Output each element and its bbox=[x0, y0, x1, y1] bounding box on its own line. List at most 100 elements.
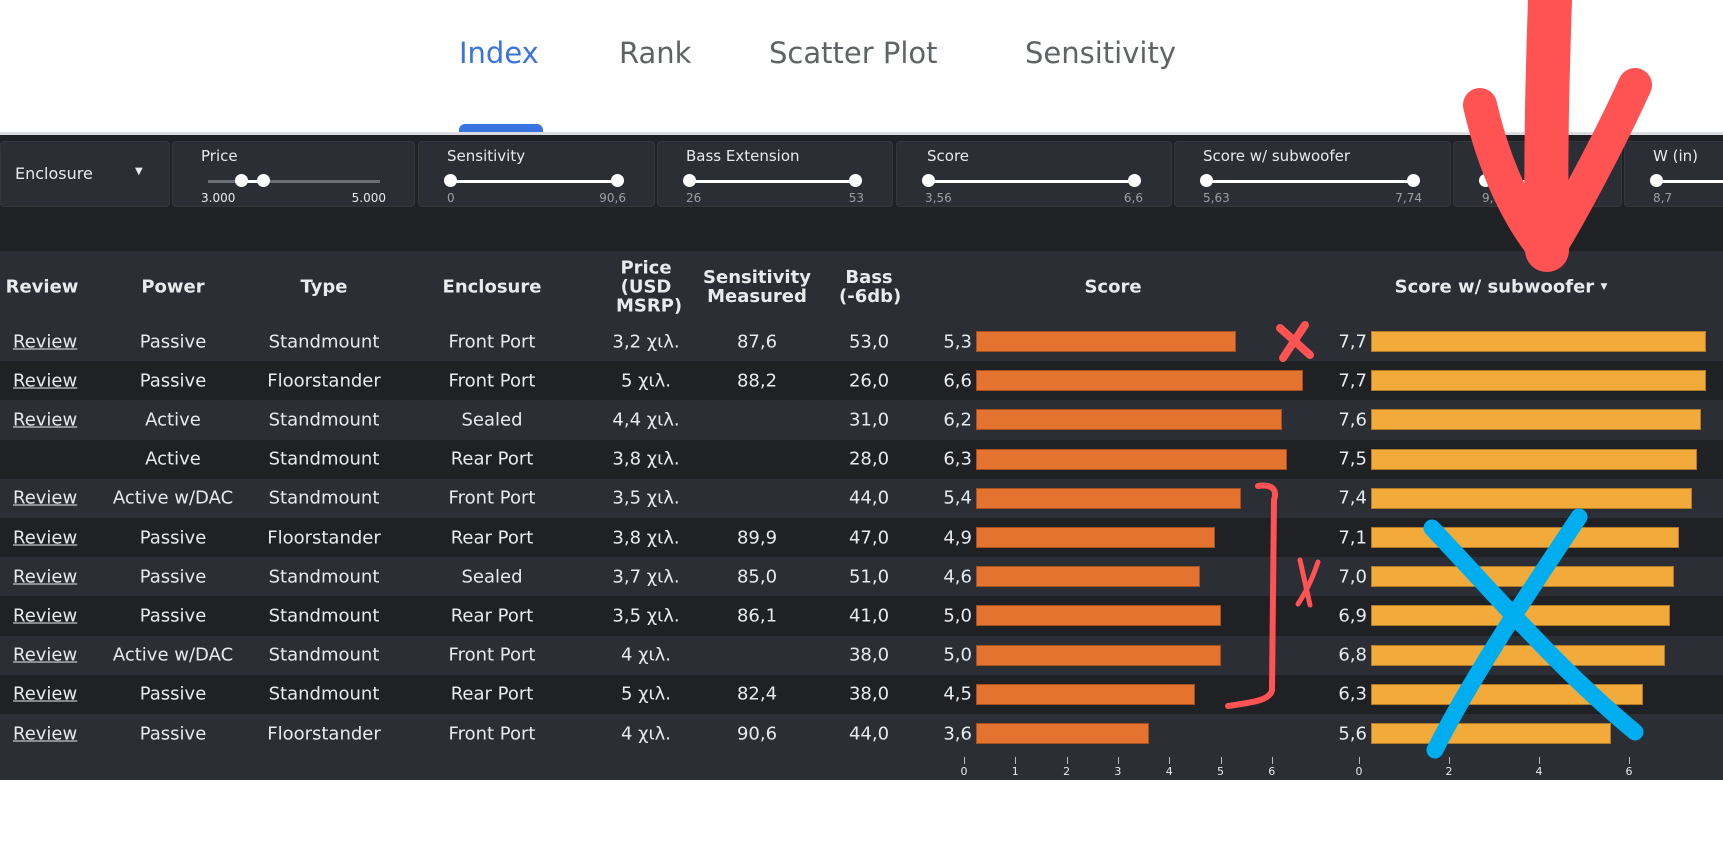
review-link[interactable]: Review bbox=[13, 723, 78, 745]
active-tab-indicator bbox=[459, 124, 543, 134]
w-slider-low-thumb[interactable] bbox=[1650, 174, 1663, 187]
sensitivity-slider-low-thumb[interactable] bbox=[444, 174, 457, 187]
bass-slider-low-thumb[interactable] bbox=[683, 174, 696, 187]
cell-power: Passive bbox=[139, 566, 207, 588]
score-sub-axis-tick bbox=[1359, 757, 1360, 764]
cell-power: Active bbox=[145, 448, 201, 470]
cell-bass: 53,0 bbox=[848, 331, 890, 353]
cell-sensitivity: 86,1 bbox=[736, 605, 778, 627]
score-slider-high-thumb[interactable] bbox=[1128, 174, 1141, 187]
tab-scatter-plot[interactable]: Scatter Plot bbox=[769, 36, 938, 70]
score-sub-value: 7,7 bbox=[1338, 331, 1367, 353]
header-enclosure[interactable]: Enclosure bbox=[442, 276, 542, 298]
cell-sensitivity: 90,6 bbox=[736, 723, 778, 745]
sort-caret-down-icon: ▼ bbox=[1600, 281, 1608, 292]
cell-power: Passive bbox=[139, 331, 207, 353]
score-sub-value: 7,5 bbox=[1338, 448, 1367, 470]
cell-bass: 44,0 bbox=[848, 723, 890, 745]
cell-power: Passive bbox=[139, 683, 207, 705]
cell-enclosure: Front Port bbox=[448, 723, 536, 745]
price-slider-track[interactable] bbox=[208, 180, 380, 183]
score-sub-bar bbox=[1371, 527, 1679, 548]
cell-power: Passive bbox=[139, 527, 207, 549]
table-row: Review Active Standmount Sealed 4,4 χιλ. 31,0… bbox=[0, 400, 1723, 440]
review-link[interactable]: Review bbox=[13, 644, 78, 666]
cell-price: 4,4 χιλ. bbox=[612, 409, 680, 431]
score-bar bbox=[976, 527, 1216, 548]
hidden-slider-low-thumb[interactable] bbox=[1479, 174, 1492, 187]
cell-type: Standmount bbox=[268, 566, 380, 588]
review-link[interactable]: Review bbox=[13, 409, 78, 431]
tab-rank[interactable]: Rank bbox=[619, 36, 692, 70]
cell-power: Active bbox=[145, 409, 201, 431]
w-slider-track[interactable] bbox=[1657, 180, 1723, 183]
header-price[interactable]: Price (USD MSRP) bbox=[616, 257, 683, 317]
score-axis-tick bbox=[1015, 757, 1017, 764]
score-axis-tick bbox=[1066, 757, 1068, 764]
score-slider-track[interactable] bbox=[929, 180, 1135, 183]
review-link[interactable]: Review bbox=[13, 331, 78, 353]
score-sub-value: 7,6 bbox=[1338, 409, 1367, 431]
cell-price: 4 χιλ. bbox=[620, 723, 672, 745]
score-axis-label: 3 bbox=[1114, 765, 1122, 778]
header-type[interactable]: Type bbox=[300, 276, 348, 298]
score-sub-slider-track[interactable] bbox=[1207, 180, 1414, 183]
table-row: Review Passive Floorstander Rear Port 3,8 χι… bbox=[0, 518, 1723, 558]
bass-slider-high-thumb[interactable] bbox=[849, 174, 862, 187]
bass-min: 26 bbox=[686, 191, 702, 205]
hidden-slider-track[interactable] bbox=[1486, 180, 1585, 183]
score-bar bbox=[976, 723, 1149, 744]
price-slider-low-thumb[interactable] bbox=[235, 174, 248, 187]
review-link[interactable]: Review bbox=[13, 487, 78, 509]
tab-index[interactable]: Index bbox=[459, 36, 539, 70]
header-score[interactable]: Score bbox=[1084, 276, 1142, 298]
cell-enclosure: Sealed bbox=[461, 566, 523, 588]
enclosure-filter-dropdown[interactable]: Enclosure ▼ bbox=[0, 141, 170, 207]
score-sub-axis-label: 0 bbox=[1355, 765, 1363, 778]
cell-bass: 38,0 bbox=[848, 644, 890, 666]
header-sensitivity[interactable]: Sensitivity Measured bbox=[703, 267, 811, 307]
score-sub-bar bbox=[1371, 644, 1665, 666]
bass-slider-track[interactable] bbox=[690, 180, 856, 183]
cell-power: Active w/DAC bbox=[112, 487, 234, 509]
review-link[interactable]: Review bbox=[13, 527, 78, 549]
price-slider-high-thumb[interactable] bbox=[257, 174, 270, 187]
score-sub-min: 5,63 bbox=[1203, 191, 1230, 205]
score-sub-bar bbox=[1371, 723, 1611, 744]
score-axis-tick bbox=[1117, 757, 1119, 764]
cell-price: 3,5 χιλ. bbox=[612, 487, 680, 509]
table-row: Review Passive Standmount Front Port 3,2 χιλ… bbox=[0, 322, 1723, 362]
cell-type: Standmount bbox=[268, 644, 380, 666]
w-filter: W (in) 8,7 bbox=[1624, 141, 1723, 207]
review-link[interactable]: Review bbox=[13, 683, 78, 705]
score-axis-label: 6 bbox=[1268, 765, 1276, 778]
score-sub-filter-label: Score w/ subwoofer bbox=[1203, 147, 1351, 165]
score-sub-slider-low-thumb[interactable] bbox=[1200, 174, 1213, 187]
score-sub-axis-label: 4 bbox=[1535, 765, 1543, 778]
cell-enclosure: Rear Port bbox=[450, 683, 534, 705]
cell-price: 3,8 χιλ. bbox=[612, 527, 680, 549]
score-axis-label: 2 bbox=[1063, 765, 1071, 778]
header-power[interactable]: Power bbox=[141, 276, 205, 298]
score-axis-label: 5 bbox=[1217, 765, 1224, 778]
score-sub-axis-label: 2 bbox=[1445, 765, 1453, 778]
bass-filter-label: Bass Extension bbox=[686, 147, 800, 165]
tab-sensitivity[interactable]: Sensitivity bbox=[1025, 36, 1176, 70]
header-bass[interactable]: Bass (-6db) bbox=[839, 267, 902, 307]
cell-bass: 44,0 bbox=[848, 487, 890, 509]
sensitivity-slider-track[interactable] bbox=[451, 180, 618, 183]
header-score-sub[interactable]: Score w/ subwoofer ▼ bbox=[1395, 277, 1608, 297]
review-link[interactable]: Review bbox=[13, 370, 78, 392]
cell-sensitivity: 87,6 bbox=[736, 331, 778, 353]
review-link[interactable]: Review bbox=[13, 605, 78, 627]
score-slider-low-thumb[interactable] bbox=[922, 174, 935, 187]
sensitivity-slider-high-thumb[interactable] bbox=[611, 174, 624, 187]
cell-type: Floorstander bbox=[267, 527, 381, 549]
cell-bass: 26,0 bbox=[848, 370, 890, 392]
cell-sensitivity: 85,0 bbox=[736, 566, 778, 588]
header-review[interactable]: Review bbox=[5, 276, 79, 298]
review-link[interactable]: Review bbox=[13, 566, 78, 588]
score-sub-slider-high-thumb[interactable] bbox=[1407, 174, 1420, 187]
score-value: 5,3 bbox=[943, 331, 972, 353]
score-axis-tick bbox=[964, 757, 965, 764]
